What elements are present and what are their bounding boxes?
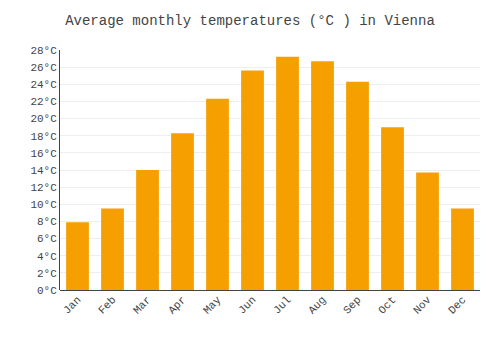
svg-text:12°C: 12°C <box>30 182 57 194</box>
svg-text:24°C: 24°C <box>30 79 57 91</box>
svg-text:22°C: 22°C <box>30 96 57 108</box>
svg-text:4°C: 4°C <box>37 251 57 263</box>
svg-text:Nov: Nov <box>411 294 434 317</box>
svg-text:Mar: Mar <box>131 294 153 316</box>
svg-text:Apr: Apr <box>166 294 188 316</box>
svg-text:Aug: Aug <box>306 294 328 316</box>
svg-text:Sep: Sep <box>341 294 363 316</box>
svg-text:Jan: Jan <box>61 294 83 316</box>
svg-text:18°C: 18°C <box>30 131 57 143</box>
svg-text:2°C: 2°C <box>37 268 57 280</box>
svg-text:Jul: Jul <box>271 294 293 316</box>
svg-text:Jun: Jun <box>236 294 258 316</box>
svg-text:16°C: 16°C <box>30 148 57 160</box>
svg-text:26°C: 26°C <box>30 62 57 74</box>
svg-text:Dec: Dec <box>446 294 468 316</box>
svg-text:28°C: 28°C <box>30 45 57 57</box>
svg-text:14°C: 14°C <box>30 165 57 177</box>
svg-text:May: May <box>201 294 224 317</box>
svg-text:20°C: 20°C <box>30 113 57 125</box>
svg-text:10°C: 10°C <box>30 199 57 211</box>
svg-text:0°C: 0°C <box>37 285 57 297</box>
svg-text:Oct: Oct <box>376 294 398 316</box>
svg-text:Average monthly temperatures (: Average monthly temperatures (°C ) in Vi… <box>65 13 435 29</box>
svg-text:6°C: 6°C <box>37 233 57 245</box>
svg-text:8°C: 8°C <box>37 216 57 228</box>
svg-text:Feb: Feb <box>96 294 118 316</box>
